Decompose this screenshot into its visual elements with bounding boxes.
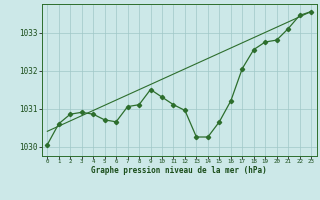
X-axis label: Graphe pression niveau de la mer (hPa): Graphe pression niveau de la mer (hPa): [91, 166, 267, 175]
